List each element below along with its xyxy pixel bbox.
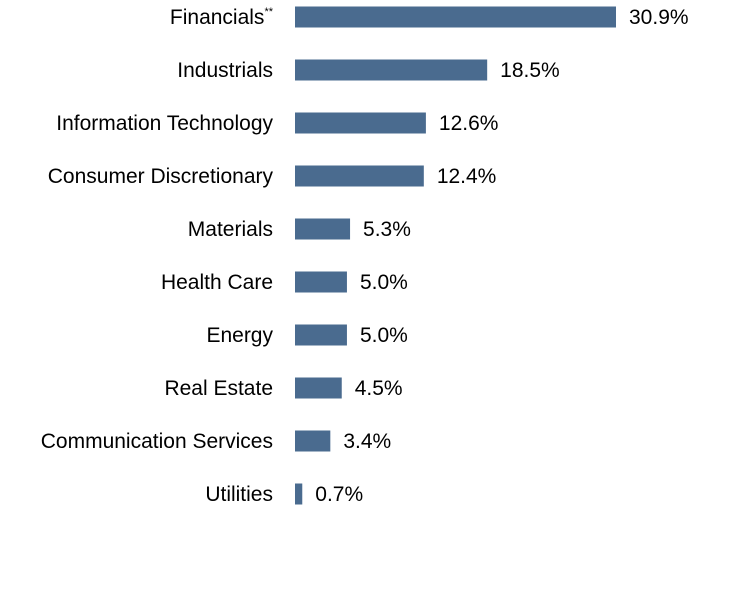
category-label-energy: Energy: [206, 324, 273, 347]
category-label-communication-services: Communication Services: [41, 430, 273, 453]
bar-energy: [295, 324, 347, 346]
category-label-materials: Materials: [188, 218, 273, 241]
bar-utilities: [295, 483, 303, 505]
value-label-real-estate: 4.5%: [355, 377, 403, 400]
category-label-utilities: Utilities: [205, 483, 273, 506]
bar-communication-services: [295, 430, 331, 452]
value-label-consumer-discretionary: 12.4%: [437, 165, 497, 188]
bar-financials: [295, 6, 616, 28]
bar-health-care: [295, 271, 347, 293]
value-labels: 30.9% 18.5% 12.6% 12.4% 5.3% 5.0% 5.0% 4.5% 3.4%…: [315, 6, 688, 506]
bars: [295, 6, 616, 505]
category-label-real-estate: Real Estate: [164, 377, 273, 400]
bar-information-technology: [295, 112, 426, 134]
bar-industrials: [295, 59, 488, 81]
bar-consumer-discretionary: [295, 165, 424, 187]
bar-materials: [295, 218, 351, 240]
value-label-energy: 5.0%: [360, 324, 408, 347]
value-label-health-care: 5.0%: [360, 271, 408, 294]
value-label-information-technology: 12.6%: [439, 112, 499, 135]
footnote-marker: **: [264, 6, 273, 18]
category-labels: Financials** Industrials Information Techn…: [41, 6, 274, 506]
category-label-financials: Financials**: [170, 6, 274, 29]
category-label-information-technology: Information Technology: [56, 112, 273, 135]
category-label-industrials: Industrials: [177, 59, 273, 82]
value-label-utilities: 0.7%: [315, 483, 363, 506]
category-label-consumer-discretionary: Consumer Discretionary: [48, 165, 274, 188]
bar-real-estate: [295, 377, 342, 399]
category-label-health-care: Health Care: [161, 271, 273, 294]
value-label-materials: 5.3%: [363, 218, 411, 241]
value-label-financials: 30.9%: [629, 6, 689, 29]
value-label-industrials: 18.5%: [500, 59, 560, 82]
value-label-communication-services: 3.4%: [343, 430, 391, 453]
